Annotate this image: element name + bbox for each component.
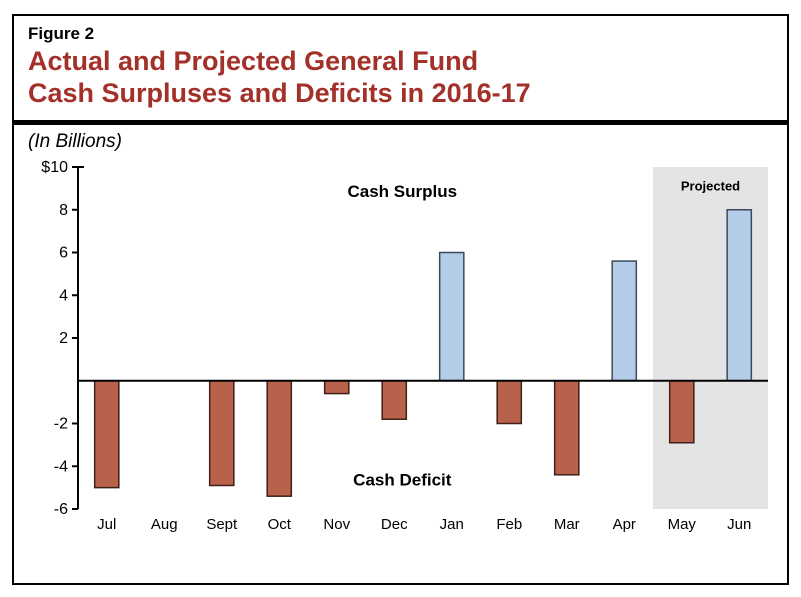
bar-deficit bbox=[555, 380, 579, 474]
figure-title-line: Cash Surpluses and Deficits in 2016-17 bbox=[28, 78, 773, 110]
bar-surplus bbox=[440, 252, 464, 380]
x-tick-label: Mar bbox=[554, 516, 580, 533]
bar-deficit bbox=[670, 380, 694, 442]
bar-surplus bbox=[612, 261, 636, 381]
x-tick-label: Sept bbox=[206, 516, 238, 533]
x-tick-label: Jul bbox=[97, 516, 116, 533]
surplus-label: Cash Surplus bbox=[348, 182, 458, 201]
figure-label: Figure 2 bbox=[28, 24, 773, 44]
x-tick-label: May bbox=[668, 516, 697, 533]
figure-subtitle: (In Billions) bbox=[14, 125, 787, 153]
figure-frame: Figure 2 Actual and Projected General Fu… bbox=[0, 0, 801, 597]
y-tick-label: -2 bbox=[54, 415, 68, 432]
figure-header: Figure 2 Actual and Projected General Fu… bbox=[14, 16, 787, 120]
y-tick-label: 2 bbox=[59, 330, 68, 347]
y-tick-label: 6 bbox=[59, 244, 68, 261]
bar-deficit bbox=[497, 380, 521, 423]
x-tick-label: Jun bbox=[727, 516, 751, 533]
y-tick-label: $10 bbox=[41, 159, 68, 176]
figure-panel: Figure 2 Actual and Projected General Fu… bbox=[12, 14, 789, 585]
y-tick-label: -6 bbox=[54, 501, 68, 518]
deficit-label: Cash Deficit bbox=[353, 470, 452, 489]
bar-chart: -6 -4 -2 2 4 6 8 $10 Jul Aug Sept Oct Nov Dec Jan Feb Ma… bbox=[28, 159, 773, 573]
y-tick-label: 8 bbox=[59, 201, 68, 218]
chart-area: -6 -4 -2 2 4 6 8 $10 Jul Aug Sept Oct Nov Dec Jan Feb Ma… bbox=[14, 153, 787, 583]
y-tick-label: -4 bbox=[54, 458, 68, 475]
figure-title-line: Actual and Projected General Fund bbox=[28, 46, 773, 78]
x-tick-label: Dec bbox=[381, 516, 408, 533]
x-tick-label: Aug bbox=[151, 516, 178, 533]
x-tick-label: Apr bbox=[613, 516, 636, 533]
x-tick-label: Nov bbox=[323, 516, 350, 533]
bar-deficit bbox=[267, 380, 291, 495]
bar-deficit bbox=[325, 380, 349, 393]
y-tick-label: 4 bbox=[59, 287, 68, 304]
x-tick-label: Feb bbox=[496, 516, 522, 533]
figure-title: Actual and Projected General FundCash Su… bbox=[28, 46, 773, 110]
x-tick-label: Oct bbox=[268, 516, 292, 533]
bar-deficit bbox=[210, 380, 234, 485]
bar-surplus bbox=[727, 209, 751, 380]
projected-label: Projected bbox=[681, 178, 740, 193]
bar-deficit bbox=[382, 380, 406, 418]
bar-deficit bbox=[95, 380, 119, 487]
x-tick-label: Jan bbox=[440, 516, 464, 533]
